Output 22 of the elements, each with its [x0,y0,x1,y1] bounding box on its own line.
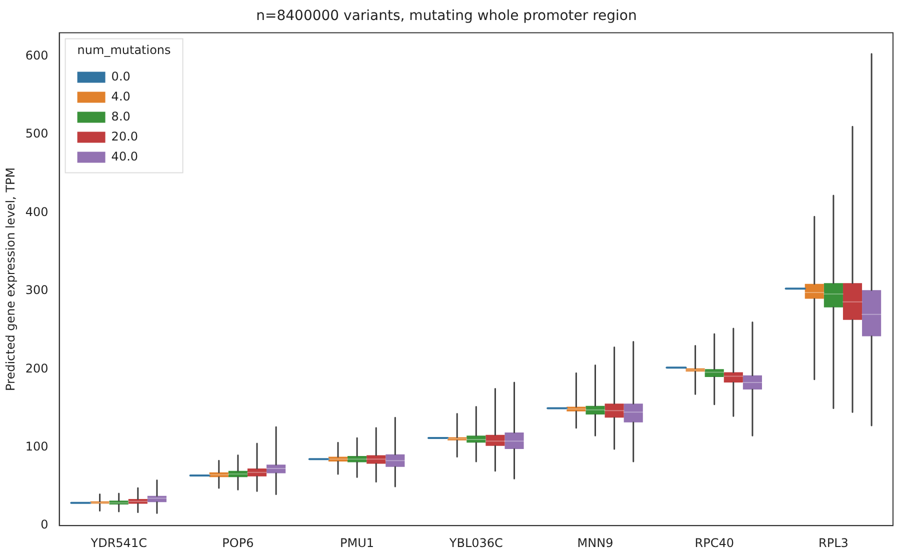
y-tick-label: 600 [25,48,48,62]
y-tick-label: 100 [25,440,48,454]
x-tick-label: PMU1 [340,536,374,550]
legend-label: 0.0 [111,69,130,84]
x-tick-label: YBL036C [448,536,503,550]
x-tick-label: MNN9 [577,536,614,550]
x-tick-label: RPL3 [818,536,848,550]
x-tick-label: POP6 [222,536,254,550]
legend-label: 4.0 [111,89,130,104]
y-axis-title: Predicted gene expression level, TPM [3,167,18,391]
y-tick-label: 400 [25,204,48,219]
chart-title: n=8400000 variants, mutating whole promoter region [256,8,637,24]
legend-title: num_mutations [77,42,171,57]
y-tick-label: 500 [25,126,48,141]
x-tick-label: RPC40 [694,536,734,550]
y-tick-label: 0 [40,518,48,532]
legend-label: 8.0 [111,109,130,124]
y-tick-label: 200 [25,361,48,376]
x-tick-label: YDR541C [90,536,147,550]
legend-label: 40.0 [111,149,138,164]
y-tick-label: 300 [25,283,48,298]
legend-label: 20.0 [111,129,138,144]
